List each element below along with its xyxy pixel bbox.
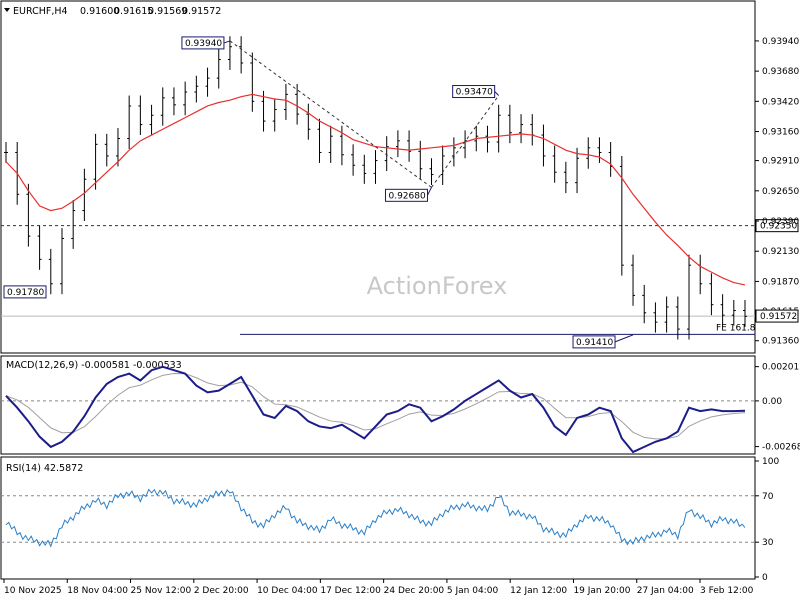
- annotation-connector: [427, 187, 432, 196]
- fe-label: FE 161.8: [716, 323, 756, 333]
- annotation-label: 0.93470: [456, 88, 493, 98]
- ohlc-close: 0.91572: [182, 6, 221, 17]
- ohlc-open: 0.91600: [80, 6, 119, 17]
- symbol-label: EURCHF,H4: [13, 6, 68, 17]
- x-tick-label: 10 Dec 04:00: [257, 586, 318, 596]
- annotation-box: [181, 36, 225, 50]
- price-panel-frame: [0, 0, 756, 354]
- price-ytick-label: 0.93940: [762, 37, 799, 47]
- x-tick-label: 10 Nov 2025: [4, 586, 62, 596]
- x-tick-label: 19 Jan 20:00: [573, 586, 630, 596]
- price-ytick-label: 0.91360: [762, 337, 799, 347]
- macd-label: MACD(12,26,9) -0.000581 -0.000533: [6, 360, 182, 371]
- macd-main-line: [5, 365, 746, 454]
- trend-line-swing-2: [431, 95, 500, 188]
- current-price-box: [755, 309, 799, 323]
- price-header: EURCHF,H4 0.91600 0.91615 0.91569 0.9157…: [13, 6, 221, 17]
- x-tick-label: 2 Dec 20:00: [194, 586, 249, 596]
- rsi-panel-frame: [0, 456, 756, 580]
- x-tick-label: 12 Jan 12:00: [510, 586, 567, 596]
- x-tick-label: 5 Jan 04:00: [447, 586, 499, 596]
- x-tick-label: 24 Dec 20:00: [384, 586, 445, 596]
- level-price-label: 0.92350: [760, 222, 797, 232]
- price-ytick-label: 0.91870: [762, 277, 799, 287]
- x-tick-label: 18 Nov 04:00: [67, 586, 128, 596]
- rsi-ytick-label: 100: [762, 457, 779, 467]
- dropdown-triangle-icon[interactable]: [4, 8, 10, 12]
- price-ytick-label: 0.92650: [762, 187, 799, 197]
- macd-ytick-label: 0.00201: [762, 363, 799, 373]
- price-ytick-label: 0.93680: [762, 67, 799, 77]
- annotation-label: 0.92680: [388, 191, 425, 201]
- x-tick-label: 25 Nov 12:00: [131, 586, 192, 596]
- price-ytick-label: 0.93160: [762, 128, 799, 138]
- annotation-box: [3, 285, 47, 299]
- rsi-ytick-label: 0: [762, 573, 768, 583]
- x-tick-label: 3 Feb 12:00: [700, 586, 754, 596]
- rsi-ytick-label: 70: [762, 492, 774, 502]
- price-ytick-label: 0.92130: [762, 247, 799, 257]
- annotation-connector: [614, 334, 634, 343]
- annotation-connector: [223, 40, 231, 44]
- ohlc-high: 0.91615: [114, 6, 153, 17]
- annotation-box: [384, 188, 428, 202]
- annotation-label: 0.91780: [7, 288, 44, 298]
- current-price-label: 0.91572: [760, 312, 797, 322]
- annotation-box: [572, 335, 616, 349]
- rsi-ytick-label: 30: [762, 538, 774, 548]
- annotation-connector: [494, 91, 500, 96]
- macd-ytick-label: 0.00: [762, 397, 782, 407]
- price-ytick-label: 0.92910: [762, 157, 799, 167]
- moving-average-line: [5, 93, 746, 286]
- macd-panel-frame: [0, 355, 756, 455]
- annotation-label: 0.91410: [576, 338, 613, 348]
- ohlc-low: 0.91569: [148, 6, 187, 17]
- watermark-text: ActionForex: [367, 272, 508, 300]
- price-ytick-label: 0.93420: [762, 97, 799, 107]
- level-price-box: [755, 219, 799, 233]
- x-tick-label: 27 Jan 04:00: [637, 586, 694, 596]
- macd-ytick-label: -0.002681: [762, 443, 800, 453]
- price-ytick-label: 0.92390: [762, 217, 799, 227]
- x-tick-label: 17 Dec 12:00: [320, 586, 381, 596]
- rsi-label: RSI(14) 42.5872: [6, 463, 83, 474]
- annotation-label: 0.93940: [185, 39, 222, 49]
- macd-signal-line: [5, 373, 746, 440]
- annotation-box: [452, 85, 496, 99]
- rsi-line: [5, 488, 746, 548]
